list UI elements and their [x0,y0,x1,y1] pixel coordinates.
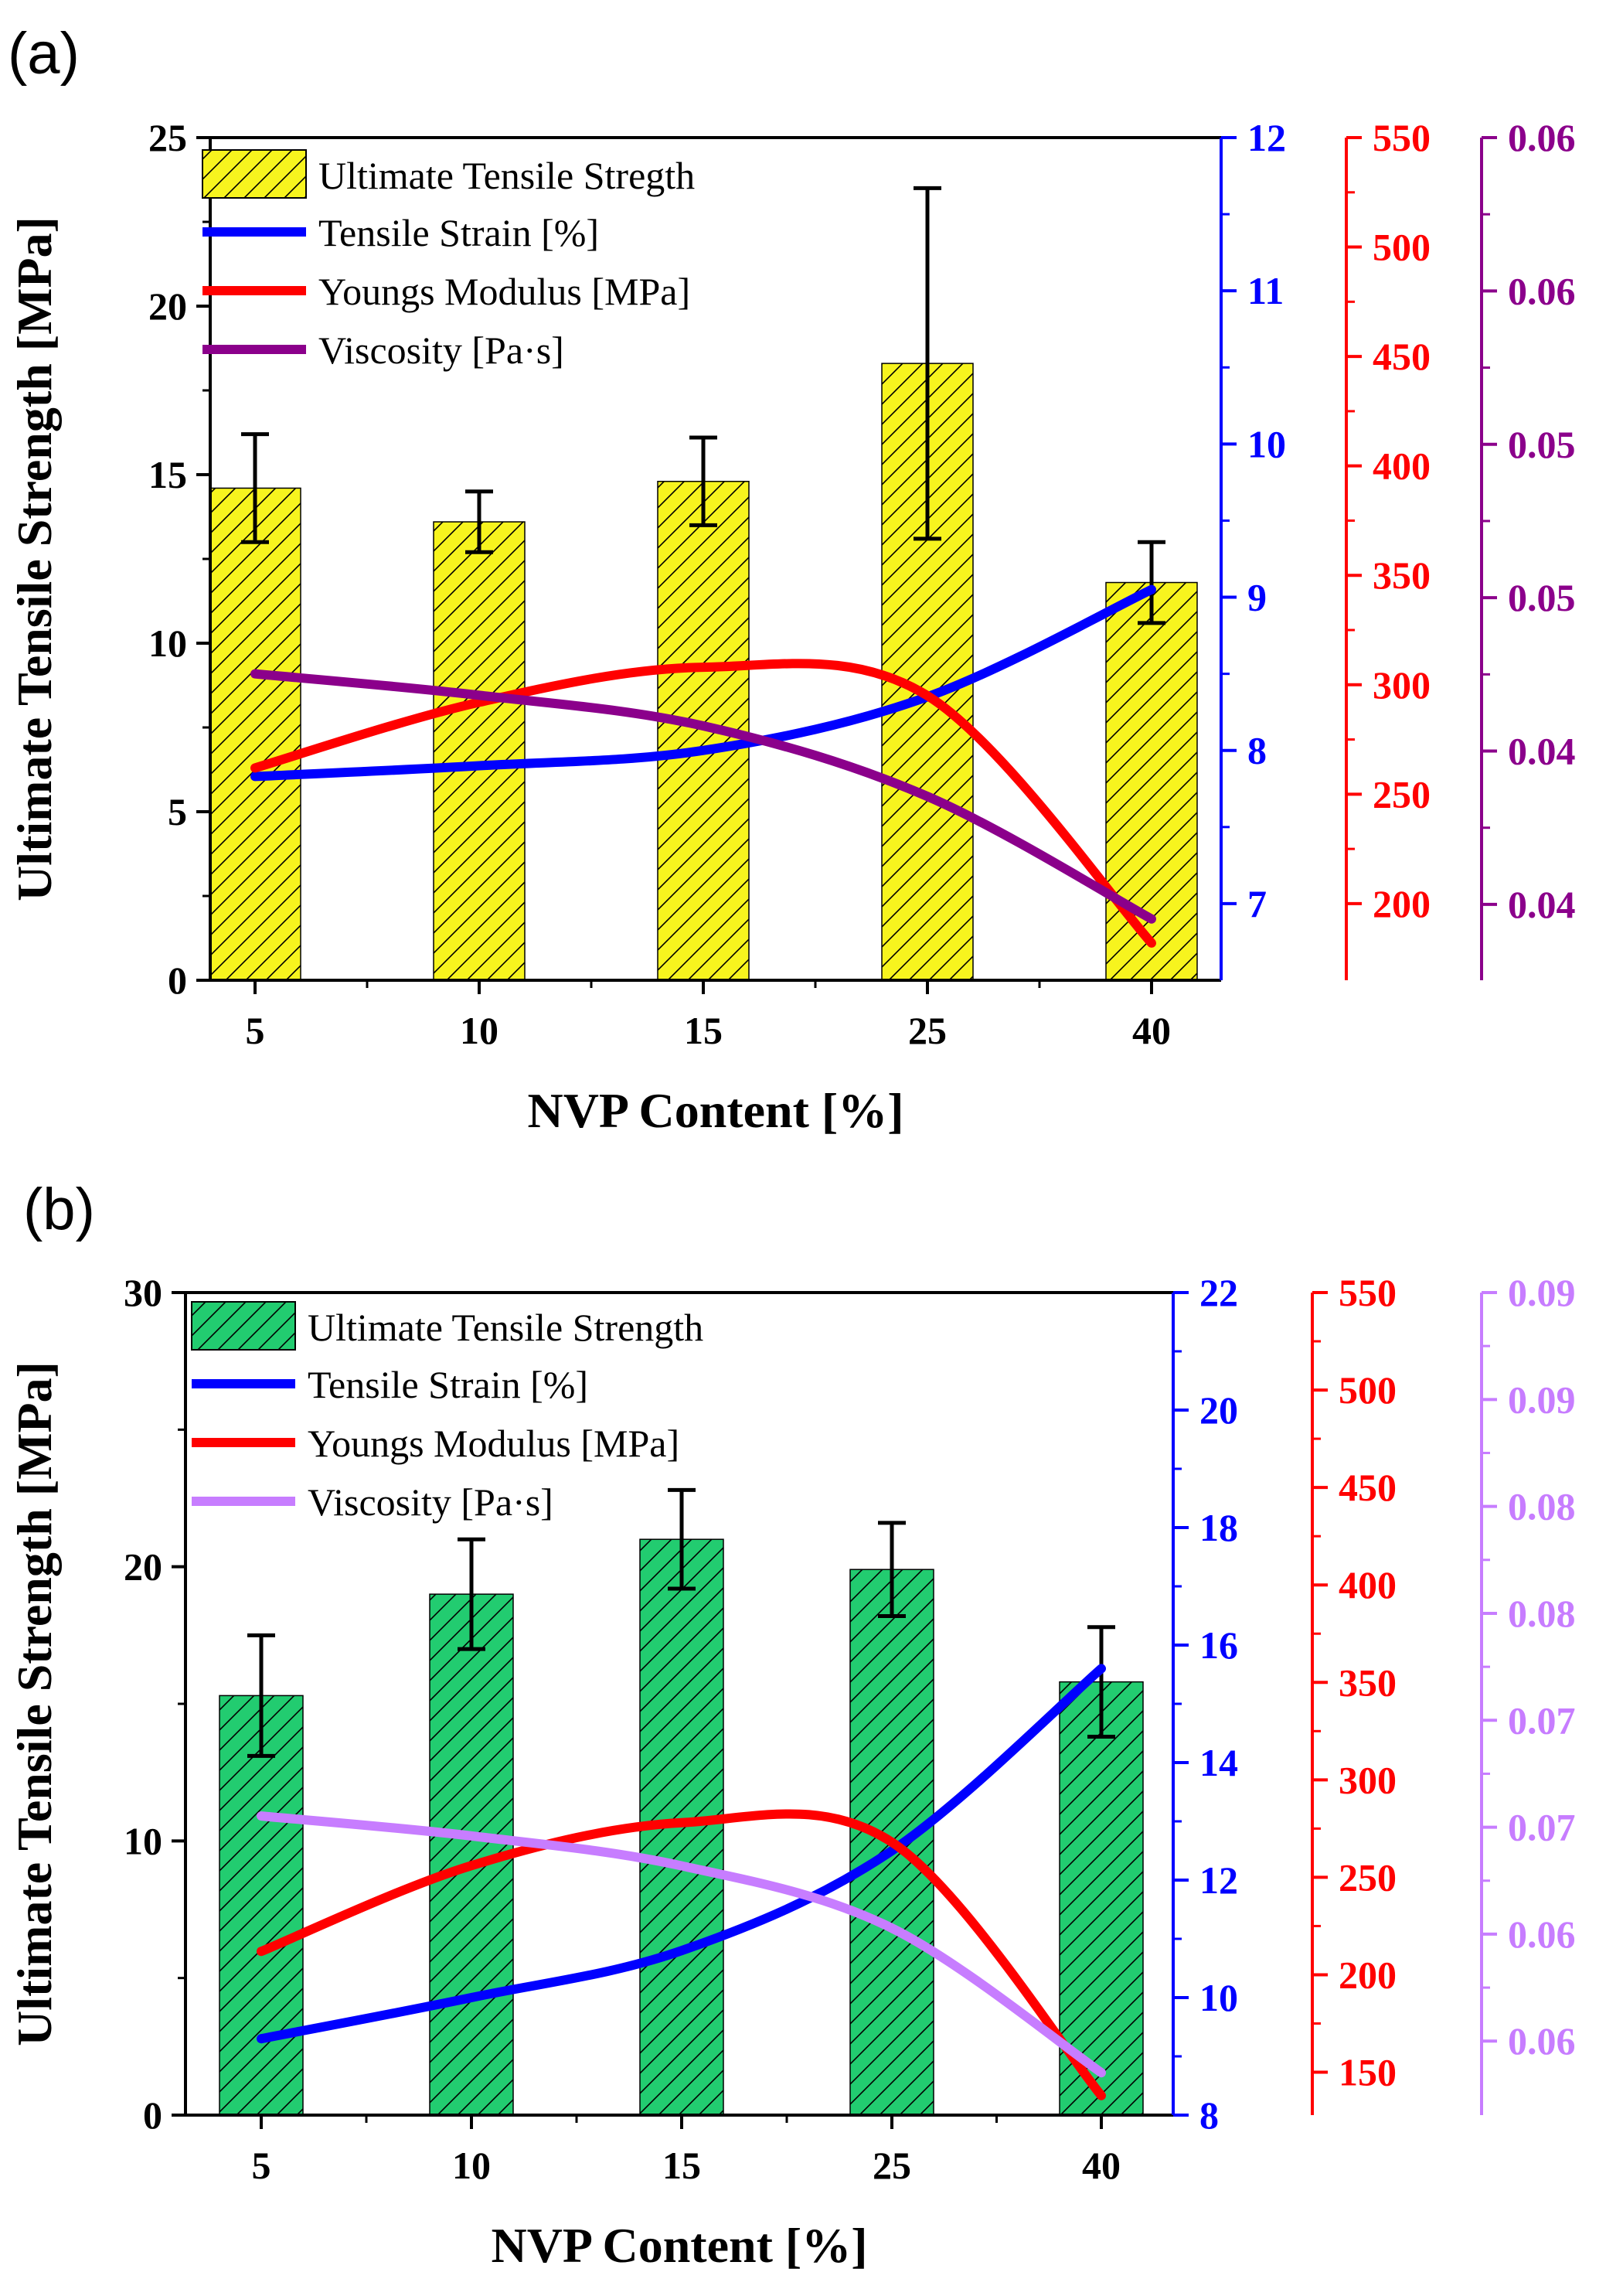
y-right-tick-label: 11 [1247,269,1284,312]
panel-a: (a) 0 5 10 15 20 25 5 10 15 25 40 NVP Content [%] Ult… [7,21,1576,1138]
y-right-tick-label: 20 [1199,1388,1238,1432]
y-right-tick-label: 150 [1339,2051,1397,2094]
bar-hatch [209,488,301,980]
series-line [250,584,1156,782]
y-right-tick-label: 350 [1373,554,1431,597]
y-right-tick-label: 450 [1339,1466,1397,1509]
series-line [257,1811,1106,2078]
bar-hatch [1060,1681,1143,2115]
y-right-tick-label: 550 [1339,1271,1397,1314]
y-tick-label: 20 [124,1545,162,1589]
x-tick-label: 25 [873,2144,911,2187]
y-right-tick-label: 0.08 [1508,1485,1576,1528]
y-right-tick-label: 500 [1339,1368,1397,1412]
panel-label: (b) [23,1177,95,1242]
y-right-tick-label: 10 [1247,422,1286,465]
y-right-tick-label: 16 [1199,1623,1238,1667]
y-tick-label: 5 [168,790,187,833]
y-axis-title: Ultimate Tensile Strength [MPa] [7,216,62,901]
y-right-tick-label: 300 [1373,663,1431,707]
legend-swatch-hatch [192,1302,295,1350]
x-tick-label: 5 [252,2144,271,2187]
y-right-tick-label: 0.06 [1508,116,1576,159]
y-right-tick-label: 250 [1373,772,1431,816]
y-right-tick-label: 200 [1373,882,1431,925]
series-line [257,1664,1106,2044]
y-right-tick-label: 12 [1247,116,1286,159]
series-line [250,659,1156,948]
y-right-tick-label: 0.09 [1508,1378,1576,1421]
legend-label: Youngs Modulus [MPa] [318,270,690,313]
y-right-tick-label: 0.06 [1508,2019,1576,2063]
y-axis-title: Ultimate Tensile Strength [MPa] [7,1361,62,2046]
y-right-tick-label: 9 [1247,576,1267,619]
x-tick-label: 10 [460,1009,498,1052]
y-right-tick-label: 300 [1339,1758,1397,1801]
y-right-tick-label: 0.05 [1508,423,1576,466]
y-right-tick-label: 400 [1373,445,1431,488]
y-right-tick-label: 0.07 [1508,1806,1576,1849]
y-right-tick-label: 400 [1339,1563,1397,1606]
series-line [250,669,1156,924]
x-tick-label: 40 [1132,1009,1171,1052]
legend-swatch-hatch [202,150,306,198]
y-right-tick-label: 0.06 [1508,1913,1576,1956]
y-right-tick-label: 500 [1373,226,1431,269]
legend-label: Tensile Strain [%] [318,211,599,254]
y-right-tick-label: 450 [1373,335,1431,378]
y-tick-label: 10 [124,1819,162,1862]
y-tick-label: 25 [148,116,187,159]
y-right-tick-label: 250 [1339,1855,1397,1899]
x-tick-label: 40 [1082,2144,1121,2187]
y-right-tick-label: 22 [1199,1271,1238,1314]
y-right-tick-label: 0.05 [1508,576,1576,619]
y-tick-label: 15 [148,453,187,496]
y-right-tick-label: 8 [1199,2093,1219,2137]
y-right-tick-label: 7 [1247,882,1267,925]
y-tick-label: 30 [124,1271,162,1314]
x-tick-label: 5 [246,1009,265,1052]
y-right-tick-label: 0.06 [1508,269,1576,312]
y-right-tick-label: 8 [1247,729,1267,772]
y-right-tick-label: 18 [1199,1506,1238,1549]
panel-label: (a) [8,21,80,87]
x-tick-label: 10 [452,2144,491,2187]
y-tick-label: 20 [148,284,187,328]
x-axis-title: NVP Content [%] [527,1083,903,1138]
y-right-tick-label: 0.09 [1508,1271,1576,1314]
bar-hatch [219,1695,303,2115]
x-axis-title: NVP Content [%] [491,2218,867,2273]
y-right-tick-label: 10 [1199,1976,1238,2019]
panel-b: (b) 0 10 20 30 5 10 15 25 40 NVP Content [%] Ultima… [7,1177,1576,2273]
y-right-tick-label: 550 [1373,116,1431,159]
y-right-tick-label: 12 [1199,1858,1238,1902]
y-right-tick-label: 0.04 [1508,730,1576,773]
legend-label: Viscosity [Pa·s] [318,329,564,372]
x-tick-label: 25 [908,1009,947,1052]
y-tick-label: 0 [168,959,187,1002]
y-right-tick-label: 200 [1339,1953,1397,1996]
x-tick-label: 15 [684,1009,723,1052]
legend-label: Ultimate Tensile Stregth [318,154,695,197]
bar-hatch [434,522,525,980]
y-right-tick-label: 350 [1339,1661,1397,1704]
y-right-tick-label: 0.08 [1508,1592,1576,1635]
y-tick-label: 10 [148,622,187,665]
legend-label: Tensile Strain [%] [308,1363,588,1406]
legend-label: Youngs Modulus [MPa] [308,1422,679,1465]
legend-label: Viscosity [Pa·s] [308,1480,553,1524]
y-right-tick-label: 0.04 [1508,883,1576,926]
y-right-tick-label: 0.07 [1508,1698,1576,1742]
series-line [257,1809,1106,2100]
legend-label: Ultimate Tensile Strength [308,1306,703,1349]
y-right-tick-label: 14 [1199,1741,1238,1784]
y-tick-label: 0 [143,2093,162,2137]
x-tick-label: 15 [662,2144,701,2187]
